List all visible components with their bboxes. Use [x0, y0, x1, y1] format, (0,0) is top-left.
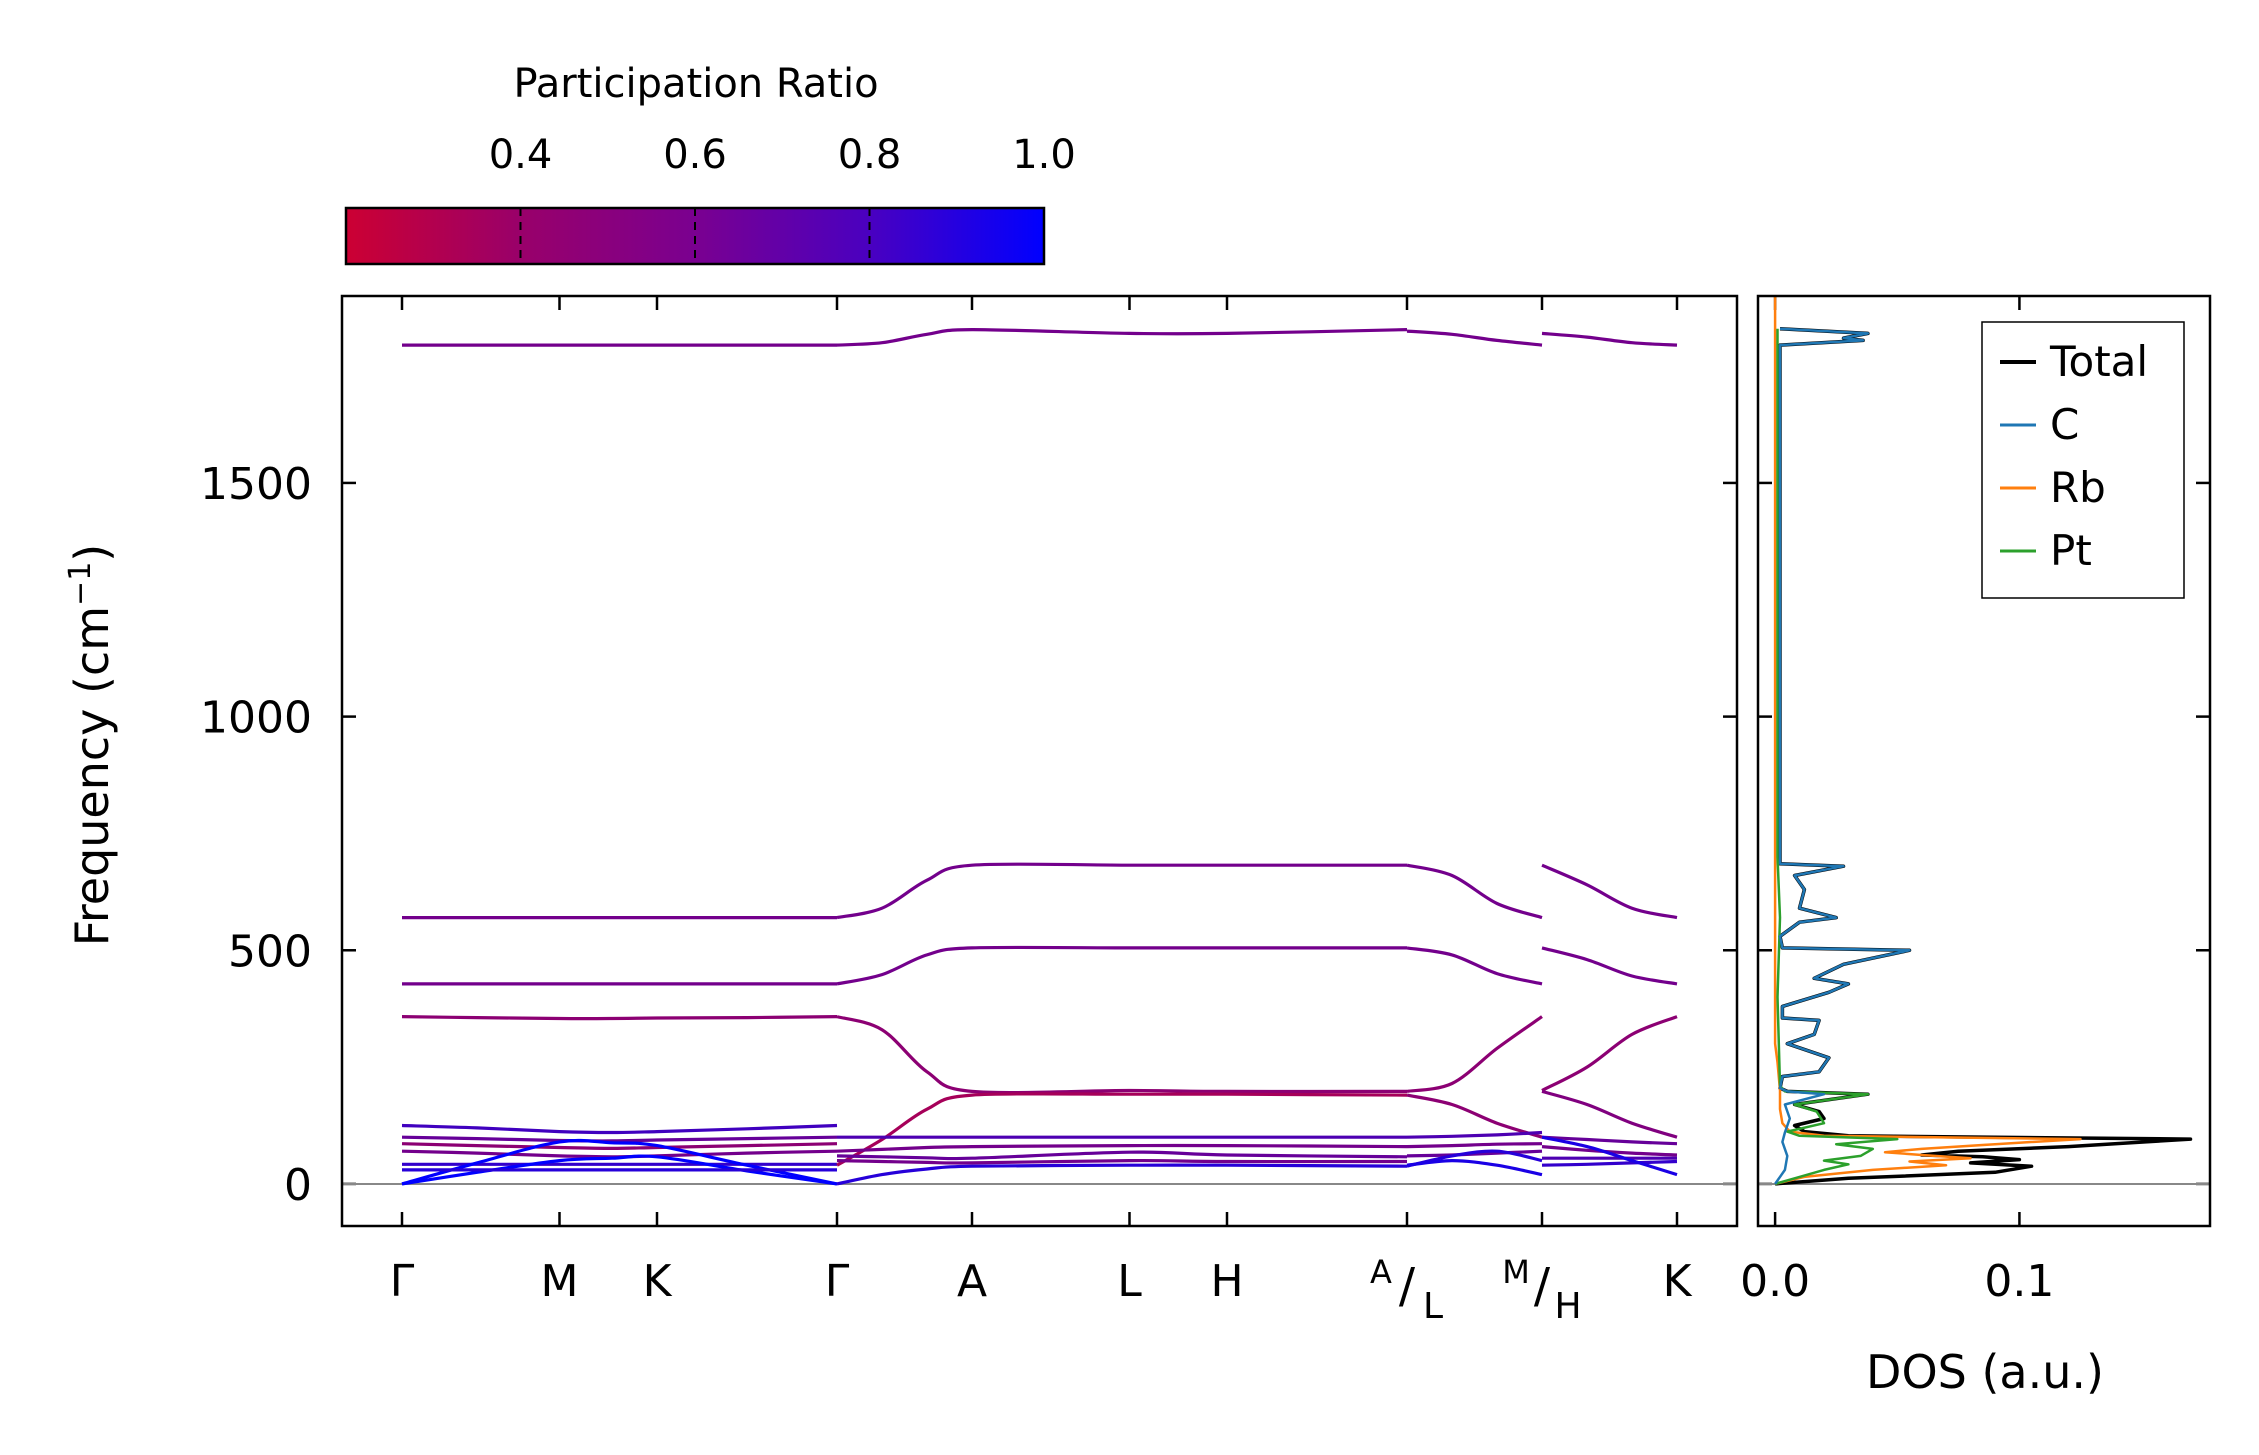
x-path-label-sup: M	[1502, 1253, 1530, 1291]
band-line	[401, 1015, 838, 1021]
band-line	[401, 1149, 838, 1159]
band-line	[1406, 1149, 1543, 1158]
band-line	[1406, 1130, 1543, 1139]
colorbar-tick-label: 0.4	[489, 132, 553, 178]
band-line	[1406, 1015, 1543, 1093]
colorbar-tick-label: 0.8	[838, 132, 902, 178]
band-line	[1541, 1159, 1678, 1167]
dos-lines	[1773, 296, 2193, 1186]
dos-axes: 0.0 0.1	[1740, 296, 2210, 1307]
dos-panel: 0.0 0.1 DOS (a.u.) Total C Rb Pt	[1740, 294, 2212, 1399]
x-path-label: M	[541, 1256, 579, 1307]
x-path-label-sup: A	[1370, 1253, 1392, 1291]
x-path-label: A	[957, 1256, 987, 1307]
band-line	[836, 945, 1407, 986]
dos-line-rb	[1773, 296, 2082, 1186]
y-axis-title: Frequency (cm−1)	[63, 544, 119, 947]
band-line	[836, 1092, 1408, 1167]
y-tick-label: 0	[284, 1160, 312, 1211]
x-path-label: L	[1423, 1286, 1443, 1327]
y-axis-title-main: Frequency (cm	[65, 606, 119, 946]
dos-x-tick-label: 0.0	[1740, 1256, 1810, 1307]
band-line	[1541, 1089, 1678, 1139]
band-line	[401, 1138, 838, 1186]
legend-label-total: Total	[2049, 337, 2148, 386]
dos-line-c	[1774, 327, 1911, 1185]
band-line	[401, 1142, 838, 1151]
band-line	[1406, 1142, 1543, 1149]
legend-label-rb: Rb	[2050, 463, 2106, 512]
band-line	[836, 327, 1408, 347]
dos-x-tick-label: 0.1	[1984, 1256, 2054, 1307]
dos-line-pt	[1774, 328, 1899, 1186]
x-path-label-slash: /	[1534, 1258, 1551, 1314]
band-lines	[401, 327, 1678, 1186]
band-line	[1406, 329, 1543, 347]
band-line	[1406, 946, 1543, 986]
band-line	[1541, 946, 1678, 986]
colorbar: Participation Ratio 0.4 0.6 0.8 1.0	[344, 61, 1076, 266]
y-tick-label: 1000	[200, 693, 312, 744]
band-line	[1406, 863, 1543, 920]
colorbar-tick-label: 0.6	[663, 132, 727, 178]
colorbar-title: Participation Ratio	[513, 61, 878, 107]
band-line	[1406, 1158, 1543, 1177]
band-line	[1406, 1093, 1543, 1139]
legend-label-pt: Pt	[2050, 526, 2092, 575]
legend-label-c: C	[2050, 400, 2079, 449]
band-line	[1541, 1135, 1678, 1146]
band-line	[836, 862, 1407, 920]
band-line	[1541, 863, 1678, 920]
y-tick-label: 500	[228, 926, 312, 977]
x-path-label: L	[1117, 1256, 1142, 1307]
y-axis-title-close: )	[65, 544, 119, 562]
band-line	[836, 1150, 1408, 1161]
x-path-label: Γ	[390, 1256, 415, 1307]
band-line	[836, 1143, 1408, 1153]
x-path-label: H	[1210, 1256, 1243, 1307]
band-line	[401, 1123, 838, 1135]
band-line	[836, 1015, 1408, 1095]
x-path-label: H	[1554, 1286, 1581, 1327]
legend-items: Total C Rb Pt	[2000, 337, 2148, 575]
band-line	[836, 1158, 1408, 1165]
band-line	[1541, 1135, 1678, 1177]
band-line	[1541, 331, 1678, 347]
x-axis-title-dos: DOS (a.u.)	[1866, 1345, 2104, 1399]
x-path-label: K	[1663, 1256, 1693, 1307]
x-path-label-slash: /	[1399, 1258, 1416, 1314]
colorbar-ticks: 0.4 0.6 0.8 1.0	[489, 132, 1076, 264]
x-path-label: Γ	[825, 1256, 850, 1307]
band-line	[401, 1135, 838, 1143]
band-frame	[340, 294, 1739, 1228]
x-path-label: K	[643, 1256, 673, 1307]
band-line	[836, 1163, 1408, 1186]
y-axis-title-sup: −1	[63, 562, 98, 606]
legend: Total C Rb Pt	[1981, 321, 2185, 599]
y-tick-label: 1500	[200, 459, 312, 510]
colorbar-tick-label: 1.0	[1012, 132, 1076, 178]
dos-frame	[1756, 294, 2212, 1228]
band-line	[1541, 1015, 1678, 1092]
